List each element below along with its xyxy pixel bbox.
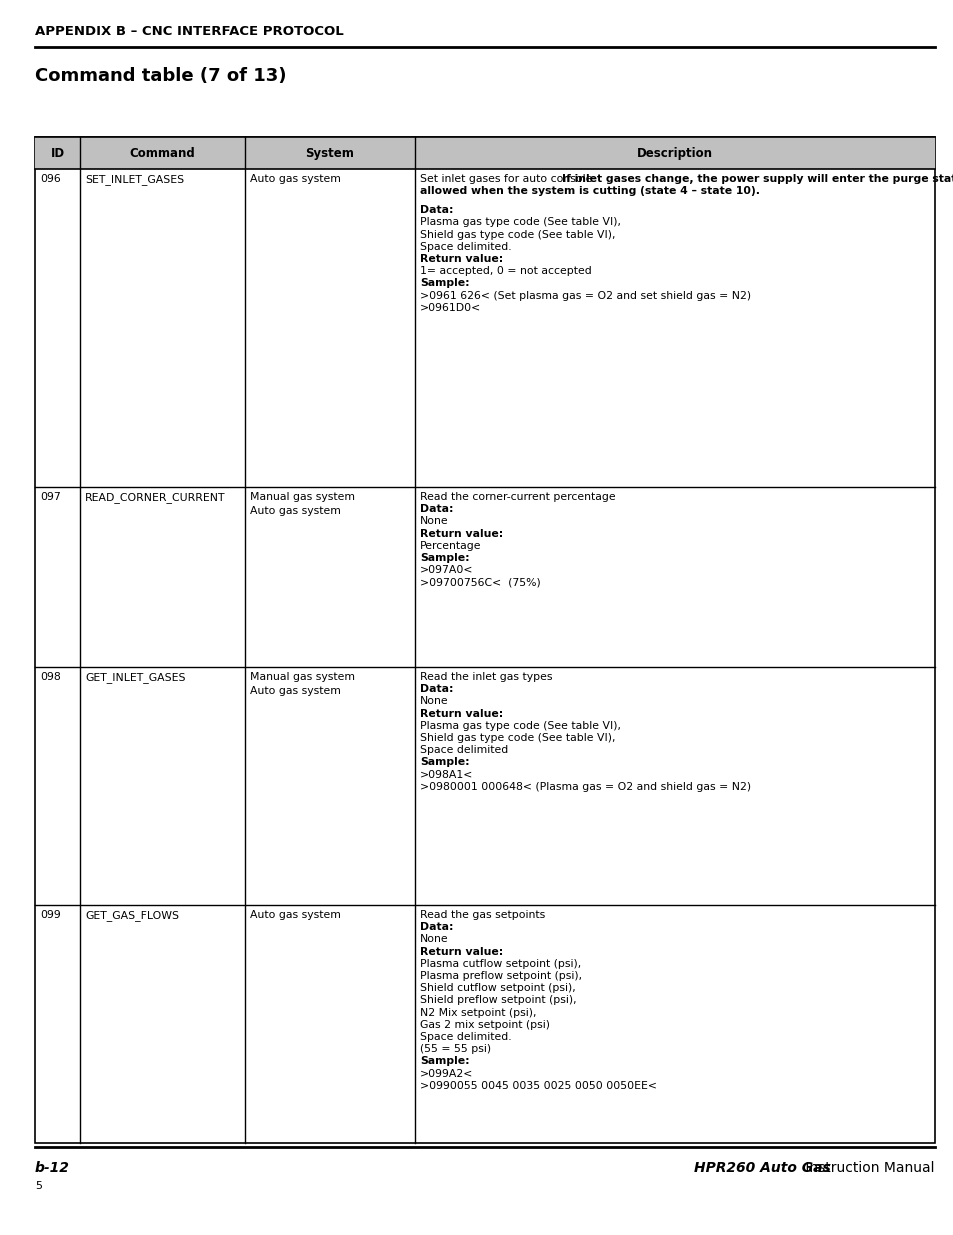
Text: APPENDIX B – CNC INTERFACE PROTOCOL: APPENDIX B – CNC INTERFACE PROTOCOL: [35, 25, 343, 38]
Text: Gas 2 mix setpoint (psi): Gas 2 mix setpoint (psi): [419, 1020, 550, 1030]
Text: Data:: Data:: [419, 684, 453, 694]
Text: None: None: [419, 697, 448, 706]
Text: Return value:: Return value:: [419, 709, 503, 719]
Text: Read the corner-current percentage: Read the corner-current percentage: [419, 492, 615, 501]
Text: GET_INLET_GASES: GET_INLET_GASES: [85, 672, 185, 683]
Text: >0980001 000648< (Plasma gas = O2 and shield gas = N2): >0980001 000648< (Plasma gas = O2 and sh…: [419, 782, 750, 792]
Text: Sample:: Sample:: [419, 1056, 469, 1066]
Bar: [35, 137, 934, 1144]
Text: N2 Mix setpoint (psi),: N2 Mix setpoint (psi),: [419, 1008, 536, 1018]
Text: 5: 5: [35, 1181, 42, 1191]
Text: Percentage: Percentage: [419, 541, 481, 551]
Text: Set inlet gases for auto console.: Set inlet gases for auto console.: [419, 174, 598, 184]
Text: Sample:: Sample:: [419, 278, 469, 288]
Text: Data:: Data:: [419, 504, 453, 514]
Text: Read the gas setpoints: Read the gas setpoints: [419, 910, 545, 920]
Text: 096: 096: [40, 174, 61, 184]
Text: 099: 099: [40, 910, 61, 920]
Text: If inlet gases change, the power supply will enter the purge state. Gas type cha: If inlet gases change, the power supply …: [561, 174, 953, 184]
Text: 1= accepted, 0 = not accepted: 1= accepted, 0 = not accepted: [419, 266, 591, 277]
Text: Command table (7 of 13): Command table (7 of 13): [35, 67, 286, 85]
Text: Data:: Data:: [419, 205, 453, 215]
Text: None: None: [419, 516, 448, 526]
Text: Space delimited.: Space delimited.: [419, 242, 511, 252]
Text: Return value:: Return value:: [419, 529, 503, 538]
Text: Shield gas type code (See table VI),: Shield gas type code (See table VI),: [419, 230, 615, 240]
Text: >0990055 0045 0035 0025 0050 0050EE<: >0990055 0045 0035 0025 0050 0050EE<: [419, 1081, 657, 1091]
Text: >098A1<: >098A1<: [419, 769, 473, 779]
Text: HPR260 Auto Gas: HPR260 Auto Gas: [693, 1161, 830, 1174]
Text: READ_CORNER_CURRENT: READ_CORNER_CURRENT: [85, 492, 225, 503]
Text: None: None: [419, 935, 448, 945]
Text: Manual gas system
Auto gas system: Manual gas system Auto gas system: [250, 492, 355, 516]
Text: Auto gas system: Auto gas system: [250, 910, 340, 920]
Text: System: System: [305, 147, 355, 159]
Text: Sample:: Sample:: [419, 757, 469, 767]
Text: Data:: Data:: [419, 923, 453, 932]
Text: Plasma gas type code (See table VI),: Plasma gas type code (See table VI),: [419, 721, 620, 731]
Text: >099A2<: >099A2<: [419, 1068, 473, 1078]
Text: Plasma gas type code (See table VI),: Plasma gas type code (See table VI),: [419, 217, 620, 227]
Text: Return value:: Return value:: [419, 254, 503, 264]
Text: Sample:: Sample:: [419, 553, 469, 563]
Bar: [35, 137, 934, 169]
Text: Space delimited: Space delimited: [419, 745, 508, 755]
Text: >09700756C<  (75%): >09700756C< (75%): [419, 578, 540, 588]
Text: Description: Description: [637, 147, 712, 159]
Text: Shield cutflow setpoint (psi),: Shield cutflow setpoint (psi),: [419, 983, 576, 993]
Text: SET_INLET_GASES: SET_INLET_GASES: [85, 174, 184, 185]
Text: Plasma cutflow setpoint (psi),: Plasma cutflow setpoint (psi),: [419, 958, 580, 968]
Text: Space delimited.: Space delimited.: [419, 1032, 511, 1042]
Text: >0961 626< (Set plasma gas = O2 and set shield gas = N2): >0961 626< (Set plasma gas = O2 and set …: [419, 290, 750, 300]
Text: >097A0<: >097A0<: [419, 566, 473, 576]
Text: Manual gas system
Auto gas system: Manual gas system Auto gas system: [250, 672, 355, 697]
Text: Plasma preflow setpoint (psi),: Plasma preflow setpoint (psi),: [419, 971, 581, 981]
Text: (55 = 55 psi): (55 = 55 psi): [419, 1045, 491, 1055]
Text: ID: ID: [51, 147, 65, 159]
Text: b-12: b-12: [35, 1161, 70, 1174]
Text: Read the inlet gas types: Read the inlet gas types: [419, 672, 552, 682]
Text: Instruction Manual: Instruction Manual: [801, 1161, 934, 1174]
Text: Return value:: Return value:: [419, 946, 503, 957]
Text: Shield gas type code (See table VI),: Shield gas type code (See table VI),: [419, 734, 615, 743]
Text: 098: 098: [40, 672, 61, 682]
Text: allowed when the system is cutting (state 4 – state 10).: allowed when the system is cutting (stat…: [419, 186, 760, 196]
Text: GET_GAS_FLOWS: GET_GAS_FLOWS: [85, 910, 179, 921]
Text: Auto gas system: Auto gas system: [250, 174, 340, 184]
Text: >0961D0<: >0961D0<: [419, 303, 480, 312]
Text: Command: Command: [130, 147, 195, 159]
Text: Shield preflow setpoint (psi),: Shield preflow setpoint (psi),: [419, 995, 576, 1005]
Text: 097: 097: [40, 492, 61, 501]
